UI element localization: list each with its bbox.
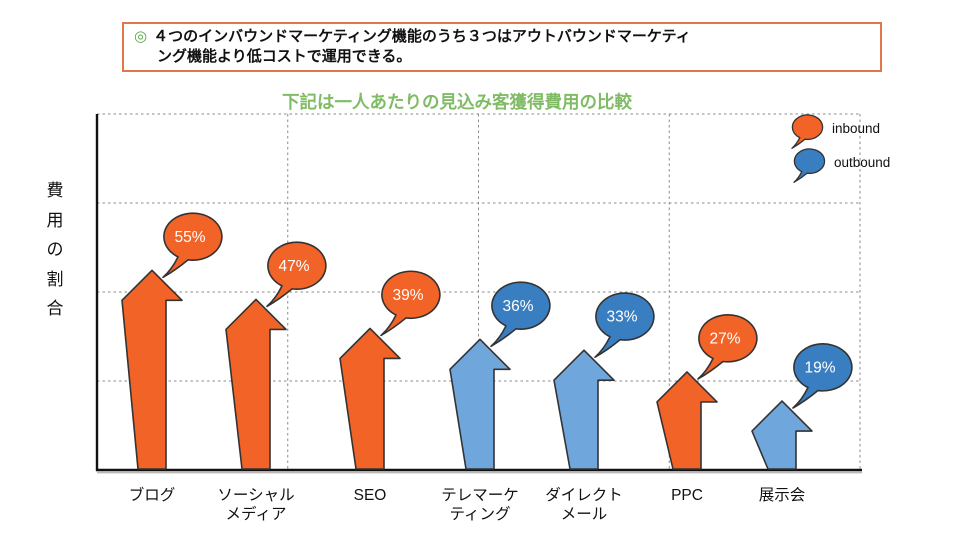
- cost-arrow-outbound: [751, 400, 813, 470]
- category-label: ダイレクトメール: [545, 486, 623, 523]
- cost-arrow-outbound: [553, 349, 615, 470]
- category-label: SEO: [354, 487, 387, 504]
- category-label: テレマーケティング: [441, 486, 519, 523]
- cost-arrow-outbound: [449, 338, 511, 470]
- cost-arrow-inbound: [656, 371, 718, 470]
- percent-label: 19%: [804, 360, 835, 377]
- chart-title: 下記は一人あたりの見込み客獲得費用の比較: [282, 92, 632, 112]
- cost-arrow-inbound: [225, 298, 287, 470]
- percent-label: 55%: [174, 229, 205, 246]
- key-message-text1: ４つのインバウンドマーケティング機能のうち３つはアウトバウンドマーケティ: [153, 28, 691, 45]
- legend: inbound outbound: [791, 114, 890, 183]
- percent-label: 47%: [278, 258, 309, 275]
- category-label: ブログ: [129, 485, 176, 504]
- key-message-line2: ング機能より低コストで運用できる。: [157, 47, 412, 65]
- legend-inbound-bubble-icon: [791, 114, 824, 149]
- percent-bubble: [594, 292, 655, 359]
- percent-label: 39%: [392, 287, 423, 304]
- percent-bubble: [266, 241, 327, 308]
- plot-axes: [95, 114, 862, 474]
- key-message-box: ◎ ４つのインバウンドマーケティング機能のうち３つはアウトバウンドマーケティ ング…: [122, 22, 882, 72]
- category-label: 展示会: [759, 486, 806, 504]
- cost-arrow-inbound: [339, 327, 401, 470]
- percent-label: 36%: [502, 298, 533, 315]
- percent-label: 33%: [606, 309, 637, 326]
- percent-bubble: [490, 281, 551, 348]
- key-message-line1: ◎ ４つのインバウンドマーケティング機能のうち３つはアウトバウンドマーケティ: [134, 27, 870, 47]
- category-label: PPC: [671, 487, 703, 504]
- legend-outbound-label: outbound: [834, 155, 890, 170]
- percent-bubble: [792, 343, 853, 409]
- category-label: ソーシャルメディア: [217, 487, 294, 523]
- legend-outbound-bubble-icon: [793, 148, 826, 183]
- double-circle-bullet-icon: ◎: [134, 28, 148, 45]
- percent-label: 27%: [709, 330, 740, 347]
- percent-bubble: [697, 314, 758, 380]
- percent-bubble: [380, 270, 441, 337]
- y-axis-label: 費用の割合: [46, 181, 64, 318]
- arrows-layer: 55% 47% 39% 36% 33% 27% 19%: [121, 212, 853, 470]
- cost-arrow-inbound: [121, 269, 183, 470]
- percent-bubble: [162, 212, 223, 279]
- legend-inbound-label: inbound: [832, 121, 880, 136]
